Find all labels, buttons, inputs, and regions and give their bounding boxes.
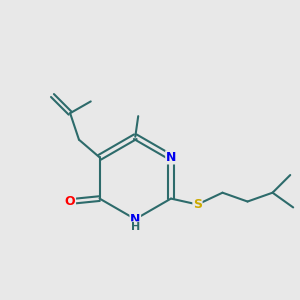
- Text: N: N: [130, 213, 140, 226]
- Text: S: S: [193, 198, 202, 211]
- Text: H: H: [131, 222, 140, 232]
- Text: O: O: [65, 195, 75, 208]
- Text: N: N: [166, 151, 176, 164]
